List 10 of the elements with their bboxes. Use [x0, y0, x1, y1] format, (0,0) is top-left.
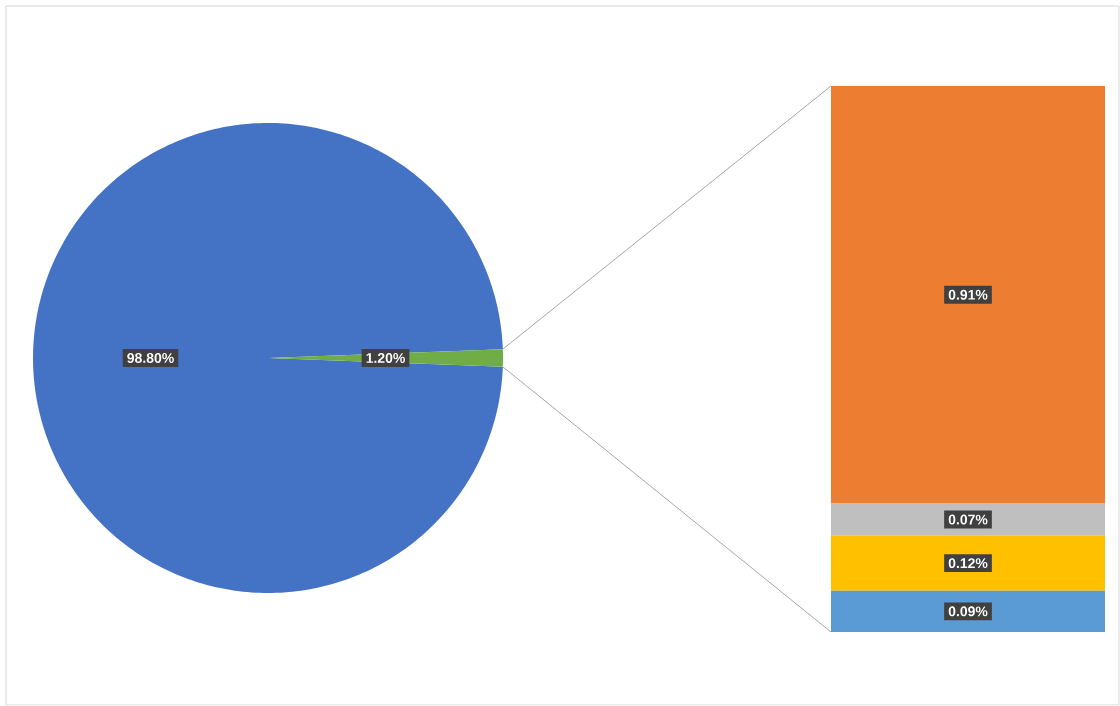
bar	[831, 535, 1105, 591]
data-label: 98.80%	[127, 353, 174, 363]
bar	[831, 590, 1105, 632]
data-label: 0.91%	[948, 289, 988, 300]
data-label: 0.12%	[948, 558, 988, 569]
data-label: 0.09%	[948, 606, 988, 617]
data-label: 1.20%	[366, 353, 405, 363]
bar	[831, 85, 1105, 504]
bar	[831, 503, 1105, 536]
data-label: 0.07%	[948, 514, 988, 525]
